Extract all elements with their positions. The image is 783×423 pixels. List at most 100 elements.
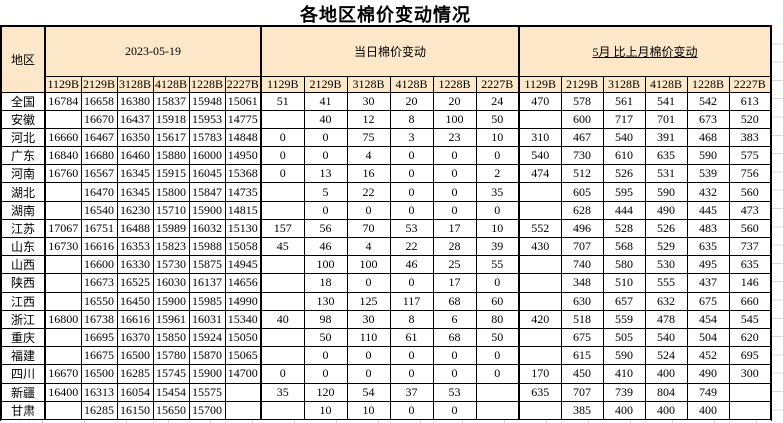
monthly-change-cell[interactable]: 383	[728, 127, 772, 148]
daily-change-cell[interactable]: 130	[303, 291, 348, 311]
prices-cell[interactable]: 16032	[188, 218, 226, 239]
monthly-change-cell[interactable]: 391	[644, 127, 688, 148]
prices-cell[interactable]: 14735	[224, 182, 262, 202]
monthly-change-cell[interactable]: 590	[686, 146, 730, 166]
daily-change-cell[interactable]: 80	[475, 309, 520, 329]
prices-cell[interactable]: 16030	[152, 273, 190, 293]
prices-cell[interactable]: 16380	[116, 91, 154, 111]
monthly-change-cell[interactable]: 454	[686, 309, 730, 329]
daily-change-cell[interactable]: 20	[432, 91, 477, 111]
monthly-change-cell[interactable]: 468	[686, 127, 730, 148]
daily-change-cell[interactable]	[260, 327, 305, 348]
grade-header[interactable]: 2129B	[303, 75, 348, 93]
daily-change-cell[interactable]	[260, 273, 305, 293]
daily-change-cell[interactable]: 117	[389, 291, 434, 311]
daily-change-cell[interactable]: 68	[432, 327, 477, 348]
region-cell[interactable]: 河北	[0, 127, 46, 148]
prices-cell[interactable]	[44, 255, 82, 275]
monthly-change-cell[interactable]: 628	[560, 200, 604, 220]
daily-change-cell[interactable]	[260, 182, 305, 202]
monthly-change-cell[interactable]: 630	[560, 291, 604, 311]
monthly-change-cell[interactable]: 660	[728, 291, 772, 311]
prices-cell[interactable]: 15915	[152, 164, 190, 184]
daily-change-cell[interactable]: 0	[303, 146, 348, 166]
monthly-change-cell[interactable]: 578	[560, 91, 604, 111]
daily-change-cell[interactable]	[475, 400, 520, 421]
daily-change-cell[interactable]	[260, 255, 305, 275]
prices-cell[interactable]: 14848	[224, 127, 262, 148]
daily-change-cell[interactable]	[260, 346, 305, 366]
prices-cell[interactable]	[44, 182, 82, 202]
prices-cell[interactable]: 16616	[80, 236, 118, 257]
prices-cell[interactable]: 16150	[116, 400, 154, 421]
prices-cell[interactable]: 16054	[116, 382, 154, 402]
grade-header[interactable]: 4128B	[389, 75, 434, 93]
region-cell[interactable]: 安徽	[0, 109, 46, 129]
monthly-change-cell[interactable]: 615	[560, 346, 604, 366]
prices-cell[interactable]: 16800	[44, 309, 82, 329]
daily-change-cell[interactable]: 120	[303, 382, 348, 402]
prices-cell[interactable]: 16550	[80, 291, 118, 311]
prices-cell[interactable]: 14815	[224, 200, 262, 220]
daily-change-cell[interactable]: 30	[346, 309, 391, 329]
monthly-change-cell[interactable]	[518, 109, 562, 129]
prices-cell[interactable]	[44, 400, 82, 421]
grade-header[interactable]: 1129B	[518, 75, 562, 93]
grade-header[interactable]: 2129B	[560, 75, 604, 93]
prices-cell[interactable]: 16500	[80, 364, 118, 384]
monthly-change-cell[interactable]: 474	[518, 164, 562, 184]
prices-cell[interactable]: 14775	[224, 109, 262, 129]
daily-change-cell[interactable]: 0	[389, 182, 434, 202]
monthly-change-cell[interactable]: 613	[728, 91, 772, 111]
daily-change-cell[interactable]: 0	[475, 346, 520, 366]
daily-change-cell[interactable]	[260, 291, 305, 311]
daily-change-cell[interactable]: 0	[432, 146, 477, 166]
monthly-change-cell[interactable]: 559	[602, 309, 646, 329]
prices-cell[interactable]: 16330	[116, 255, 154, 275]
monthly-change-cell[interactable]: 540	[602, 127, 646, 148]
prices-cell[interactable]: 16437	[116, 109, 154, 129]
region-cell[interactable]: 湖南	[0, 200, 46, 220]
daily-change-cell[interactable]: 18	[303, 273, 348, 293]
daily-change-cell[interactable]: 0	[475, 200, 520, 220]
monthly-change-cell[interactable]: 540	[644, 327, 688, 348]
monthly-change-cell[interactable]: 495	[686, 255, 730, 275]
prices-cell[interactable]	[44, 346, 82, 366]
prices-cell[interactable]: 16350	[116, 127, 154, 148]
prices-cell[interactable]: 15847	[188, 182, 226, 202]
region-cell[interactable]: 全国	[0, 91, 46, 111]
monthly-change-cell[interactable]: 445	[686, 200, 730, 220]
prices-cell[interactable]: 15850	[152, 327, 190, 348]
monthly-change-cell[interactable]: 526	[602, 164, 646, 184]
monthly-change-cell[interactable]: 490	[686, 364, 730, 384]
monthly-change-cell[interactable]: 400	[644, 364, 688, 384]
grade-header[interactable]: 2227B	[475, 75, 520, 93]
region-cell[interactable]: 广东	[0, 146, 46, 166]
prices-cell[interactable]: 15900	[152, 291, 190, 311]
daily-change-cell[interactable]: 55	[475, 255, 520, 275]
prices-cell[interactable]: 16400	[44, 382, 82, 402]
monthly-change-cell[interactable]: 739	[602, 382, 646, 402]
monthly-change-cell[interactable]: 146	[728, 273, 772, 293]
daily-change-cell[interactable]: 41	[303, 91, 348, 111]
prices-cell[interactable]: 14656	[224, 273, 262, 293]
monthly-change-cell[interactable]: 505	[602, 327, 646, 348]
grade-header[interactable]: 1228B	[686, 75, 730, 93]
daily-change-cell[interactable]: 100	[346, 255, 391, 275]
monthly-change-cell[interactable]	[518, 400, 562, 421]
daily-change-cell[interactable]: 25	[432, 255, 477, 275]
region-column-header[interactable]: 地区	[0, 25, 46, 93]
prices-cell[interactable]: 15870	[188, 346, 226, 366]
daily-change-cell[interactable]: 70	[346, 218, 391, 239]
daily-change-cell[interactable]: 4	[346, 146, 391, 166]
monthly-change-cell[interactable]	[518, 291, 562, 311]
daily-change-cell[interactable]: 98	[303, 309, 348, 329]
monthly-change-cell[interactable]: 635	[728, 255, 772, 275]
daily-change-cell[interactable]: 0	[389, 346, 434, 366]
prices-cell[interactable]: 16760	[44, 164, 82, 184]
daily-change-cell[interactable]: 53	[389, 218, 434, 239]
region-cell[interactable]: 河南	[0, 164, 46, 184]
monthly-change-cell[interactable]: 348	[560, 273, 604, 293]
daily-change-cell[interactable]: 10	[346, 400, 391, 421]
prices-cell[interactable]: 15948	[188, 91, 226, 111]
